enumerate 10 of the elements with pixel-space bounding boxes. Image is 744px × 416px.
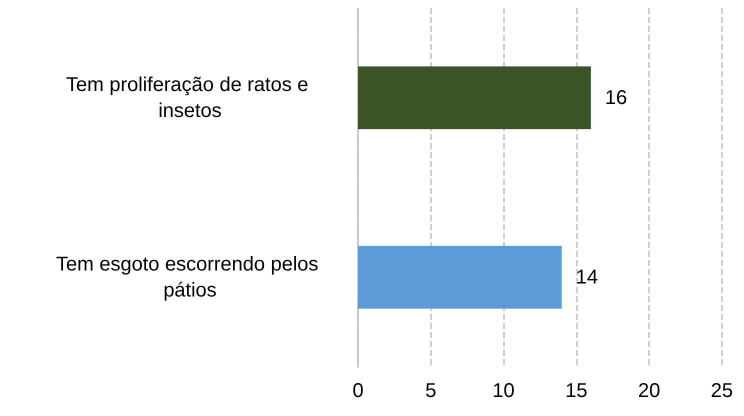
x-tick-label: 20	[638, 380, 660, 402]
y-tick-label: Tem esgoto escorrendo pelos pátios	[56, 253, 324, 302]
y-tick-label: Tem proliferação de ratos e insetos	[66, 74, 314, 122]
x-tick-label: 10	[492, 380, 515, 402]
x-tick-label: 5	[425, 380, 436, 402]
x-tick-label: 0	[352, 380, 364, 402]
data-label: 16	[604, 86, 628, 109]
x-tick-label: 15	[565, 380, 588, 402]
data-label: 14	[576, 266, 598, 288]
x-tick-label: 25	[710, 380, 733, 402]
